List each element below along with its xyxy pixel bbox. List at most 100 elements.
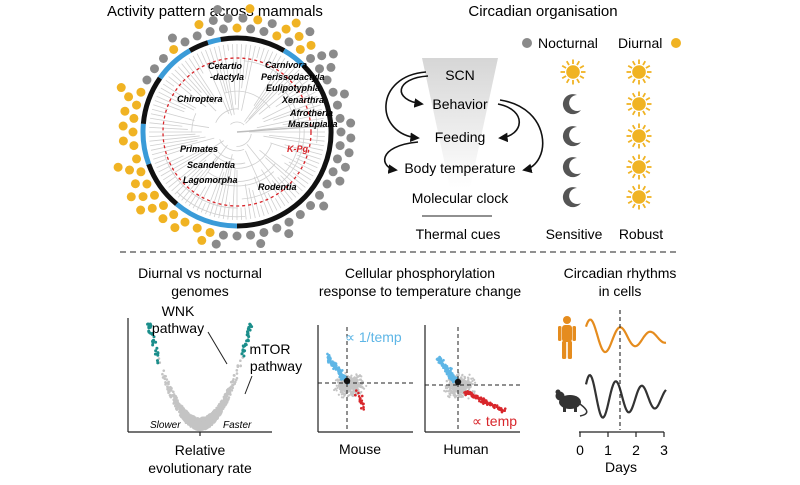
- significant-gene-point: [240, 352, 244, 356]
- tree-branch: [153, 104, 169, 111]
- arrow-scn-feeding: [385, 71, 427, 143]
- arrow-behavior-feeding: [497, 103, 520, 143]
- tree-branch: [160, 87, 197, 109]
- inverse-temp-point: [450, 367, 453, 370]
- phosphosite-point: [350, 374, 353, 377]
- nocturnal-species-dot: [205, 27, 215, 37]
- sun-icon: [626, 184, 652, 210]
- phosphosite-point: [450, 390, 453, 393]
- temp-point: [471, 394, 475, 398]
- kpg-label: K-Pg: [287, 144, 308, 154]
- sun-ray: [627, 64, 633, 69]
- gene-point: [168, 386, 172, 389]
- diurnal-species-dot: [118, 136, 128, 146]
- tree-arc: [224, 90, 271, 109]
- diurnal-species-dot: [306, 40, 316, 50]
- tree-arc: [230, 121, 245, 126]
- diurnal-species-dot: [158, 201, 168, 211]
- gene-point: [187, 414, 190, 418]
- sun-ray: [645, 96, 651, 101]
- phosphosite-point: [447, 395, 450, 398]
- phosphosite-point: [464, 381, 467, 384]
- phosphosite-point: [444, 387, 448, 390]
- tree-arc: [207, 163, 276, 182]
- diurnal-species-dot: [138, 192, 148, 202]
- phosphosite-point: [341, 386, 344, 390]
- phosphosite-point: [467, 397, 470, 400]
- temp-point: [362, 405, 365, 409]
- phosphosite-point: [457, 386, 461, 389]
- faster-label: Faster: [223, 420, 252, 431]
- phosphosite-point: [342, 396, 345, 399]
- sun-ray: [565, 78, 570, 84]
- gene-point: [173, 397, 177, 401]
- gene-point: [172, 393, 176, 396]
- diurnal-species-dot: [169, 210, 179, 220]
- tree-arc: [164, 154, 238, 209]
- tree-branch: [150, 136, 206, 147]
- diurnal-species-dot: [294, 31, 304, 41]
- sun-disc: [632, 129, 646, 143]
- phosphosite-point: [464, 384, 467, 387]
- gene-point: [206, 418, 210, 422]
- phosphosite-point: [460, 378, 464, 382]
- phosphosite-point: [349, 377, 352, 380]
- nocturnal-species-dot: [335, 141, 345, 151]
- tree-branch: [154, 100, 185, 113]
- temp-point: [359, 406, 363, 410]
- volcano-xlabel-1: Relative: [175, 442, 226, 458]
- phosphosite-point: [459, 376, 463, 379]
- gene-point: [208, 424, 212, 427]
- node-scn: SCN: [445, 67, 475, 83]
- wnk-pointer: [207, 331, 228, 365]
- significant-gene-point: [151, 343, 155, 347]
- gene-point: [201, 424, 205, 427]
- gene-point: [225, 393, 229, 397]
- tree-branch: [256, 113, 324, 129]
- diurnal-species-dot: [232, 23, 242, 33]
- inverse-temp-point: [339, 378, 343, 381]
- temp-point: [486, 401, 489, 405]
- signal-funnel: [422, 58, 498, 188]
- temp-point: [474, 396, 478, 400]
- phosphosite-point: [473, 390, 476, 393]
- gene-point: [232, 377, 235, 381]
- mtor-pointer: [244, 375, 253, 395]
- nocturnal-species-dot: [328, 87, 338, 97]
- phosphosite-point: [462, 386, 466, 389]
- tree-branch: [158, 91, 195, 111]
- gene-point: [222, 398, 226, 402]
- tree-branch: [236, 125, 324, 133]
- ring-segment: [157, 48, 192, 80]
- inverse-temp-point: [451, 378, 455, 381]
- phosphosite-point: [353, 389, 356, 393]
- nocturnal-species-dot: [336, 127, 346, 137]
- inverse-temp-point: [329, 362, 333, 365]
- diurnal-species-dot: [129, 113, 139, 123]
- tree-branch: [253, 176, 269, 215]
- temp-point: [360, 394, 364, 398]
- diurnal-species-dot: [194, 20, 204, 30]
- tree-branch: [288, 79, 309, 95]
- tree-branch: [260, 204, 265, 216]
- inverse-temp-point: [332, 364, 336, 367]
- sun-ray: [631, 60, 636, 66]
- clade-afrotheria: Afrotheria: [289, 108, 333, 118]
- tree-branch: [259, 149, 306, 188]
- nocturnal-species-dot: [315, 190, 325, 200]
- tree-branch: [188, 57, 216, 100]
- tree-branch: [177, 66, 202, 93]
- phosphosite-point: [450, 383, 453, 386]
- gene-point: [239, 364, 242, 368]
- gene-point: [182, 407, 185, 410]
- tree-branch: [205, 162, 226, 215]
- tree-arc: [282, 95, 295, 119]
- phosphosite-point: [455, 389, 458, 392]
- nocturnal-species-dot: [218, 230, 228, 240]
- nocturnal-species-dot: [306, 53, 316, 63]
- diurnal-species-dot: [149, 190, 159, 200]
- gene-point: [196, 419, 200, 423]
- sun-disc: [632, 160, 646, 174]
- clade-chiroptera: Chiroptera: [177, 94, 223, 104]
- inverse-temp-point: [340, 369, 344, 372]
